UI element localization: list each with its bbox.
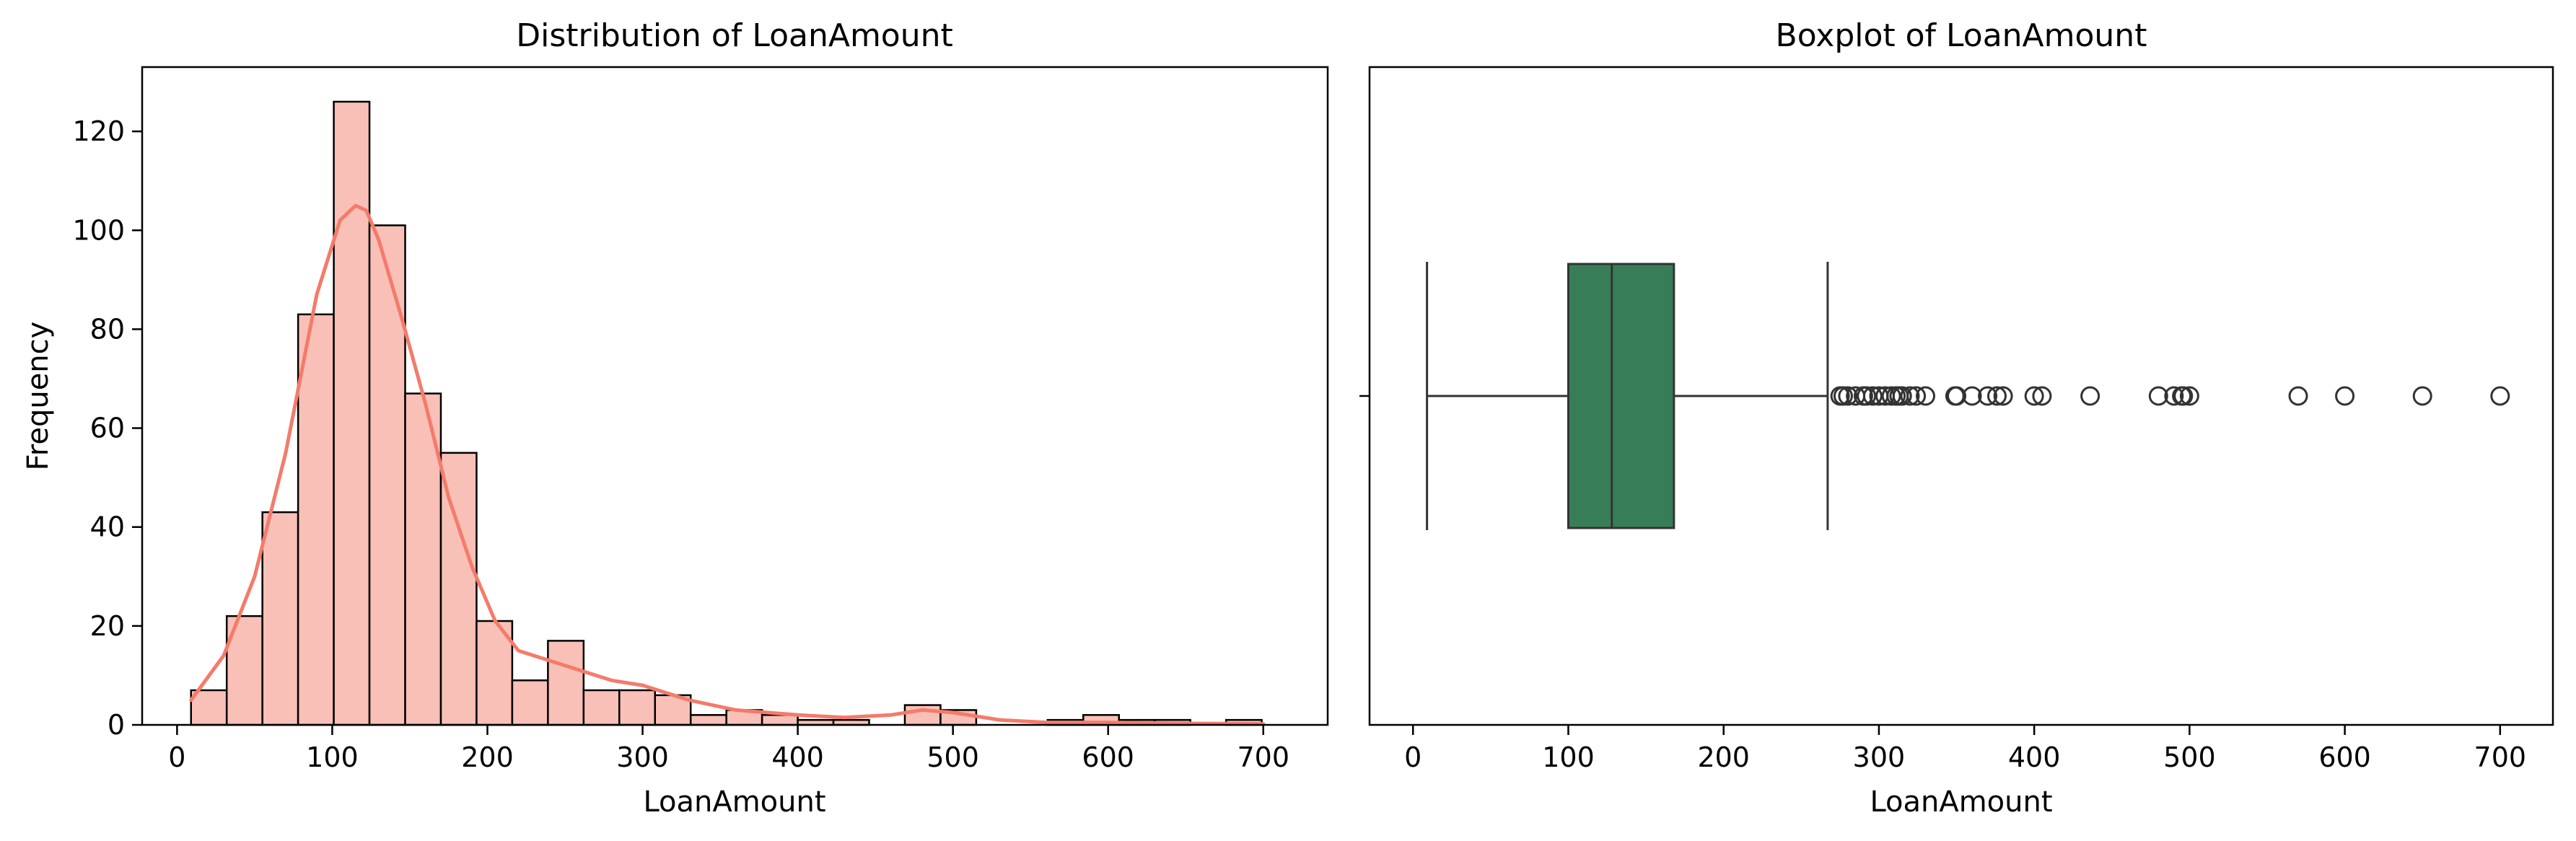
boxplot-box bbox=[1567, 263, 1675, 529]
histogram-y-tick-label: 0 bbox=[108, 709, 125, 741]
boxplot-outlier-point bbox=[1947, 386, 1967, 406]
histogram-y-tick-label: 40 bbox=[90, 511, 125, 543]
histogram-bar bbox=[511, 679, 549, 726]
boxplot-panel: Boxplot of LoanAmount 0 100 200 300 400 500 60… bbox=[1359, 17, 2554, 819]
histogram-bar bbox=[761, 714, 799, 726]
boxplot-x-tick-label: 500 bbox=[2163, 741, 2216, 773]
histogram-bar bbox=[547, 640, 585, 726]
kde-line bbox=[189, 203, 1266, 726]
boxplot-outlier-point bbox=[1962, 386, 1982, 406]
boxplot-outlier-point bbox=[2412, 386, 2432, 406]
boxplot-outlier-point bbox=[1833, 386, 1853, 406]
boxplot-outlier-point bbox=[2288, 386, 2308, 406]
histogram-bar bbox=[439, 452, 478, 726]
boxplot-outlier-point bbox=[1906, 386, 1927, 406]
boxplot-outliers bbox=[1830, 386, 2510, 406]
histogram-x-tick-label: 700 bbox=[1237, 741, 1289, 773]
boxplot-outlier-point bbox=[2490, 386, 2510, 406]
histogram-y-tick-label: 100 bbox=[72, 214, 125, 246]
boxplot-outlier-point bbox=[1915, 386, 1935, 406]
boxplot-x-tick-label: 600 bbox=[2318, 741, 2371, 773]
boxplot-outlier-point bbox=[1978, 386, 1998, 406]
histogram-bar bbox=[903, 704, 942, 726]
histogram-x-tick-label: 600 bbox=[1082, 741, 1134, 773]
boxplot-x-tick-label: 400 bbox=[2008, 741, 2061, 773]
histogram-bar bbox=[368, 224, 406, 726]
boxplot-x-tick-label: 200 bbox=[1697, 741, 1750, 773]
boxplot-x-ticks: 0 100 200 300 400 500 600 700 bbox=[1404, 725, 2526, 773]
boxplot-outlier-point bbox=[1838, 386, 1858, 406]
boxplot-outlier-point bbox=[1993, 386, 2013, 406]
boxplot-x-tick-label: 300 bbox=[1853, 741, 1906, 773]
histogram-x-tick-label: 100 bbox=[306, 741, 359, 773]
histogram-bar bbox=[297, 313, 335, 726]
boxplot-outlier-point bbox=[1857, 386, 1877, 406]
boxplot-outlier-point bbox=[1881, 386, 1901, 406]
histogram-bar bbox=[261, 511, 299, 726]
histogram-x-tick-label: 300 bbox=[616, 741, 669, 773]
histogram-y-tick-label: 60 bbox=[90, 413, 125, 444]
histogram-y-ticks: 0 20 40 60 80 100 120 bbox=[72, 115, 142, 741]
histogram-x-axis-label: LoanAmount bbox=[643, 785, 825, 819]
boxplot-outlier-point bbox=[2173, 386, 2194, 406]
histogram-x-tick-label: 400 bbox=[771, 741, 824, 773]
boxplot-outlier-point bbox=[2080, 386, 2100, 406]
boxplot-outlier-point bbox=[2335, 386, 2355, 406]
boxplot-outlier-point bbox=[1900, 386, 1920, 406]
histogram-y-tick-label: 120 bbox=[72, 115, 125, 147]
boxplot-outlier-point bbox=[1987, 386, 2007, 406]
histogram-title: Distribution of LoanAmount bbox=[516, 17, 953, 54]
histogram-x-tick-label: 500 bbox=[926, 741, 979, 773]
histogram-bar bbox=[333, 100, 371, 726]
boxplot-x-axis-label: LoanAmount bbox=[1870, 785, 2052, 819]
histogram-y-axis-label: Frequency bbox=[22, 322, 55, 471]
boxplot-x-tick-label: 100 bbox=[1542, 741, 1595, 773]
boxplot-outlier-point bbox=[2164, 386, 2184, 406]
boxplot-outlier-point bbox=[1892, 386, 1912, 406]
boxplot-elements bbox=[1426, 262, 1829, 530]
histogram-x-tick-label: 200 bbox=[461, 741, 514, 773]
histogram-x-ticks: 0 100 200 300 400 500 600 700 bbox=[168, 725, 1289, 773]
boxplot-x-tick-label: 700 bbox=[2474, 741, 2527, 773]
boxplot-outlier-point bbox=[2148, 386, 2168, 406]
histogram-y-tick-label: 20 bbox=[90, 610, 125, 642]
boxplot-outlier-point bbox=[2032, 386, 2052, 406]
boxplot-outlier-point bbox=[1862, 386, 1883, 406]
boxplot-title: Boxplot of LoanAmount bbox=[1776, 17, 2147, 54]
histogram-y-tick-label: 80 bbox=[90, 313, 125, 345]
boxplot-outlier-point bbox=[2179, 386, 2199, 406]
histogram-plot-frame bbox=[141, 66, 1329, 726]
histogram-bars bbox=[190, 100, 1263, 726]
histogram-bar bbox=[582, 689, 621, 726]
histogram-bar bbox=[618, 689, 656, 726]
boxplot-outlier-point bbox=[2024, 386, 2044, 406]
boxplot-x-tick-label: 0 bbox=[1404, 741, 1421, 773]
histogram-panel: Distribution of LoanAmount 0 100 200 300 400… bbox=[22, 17, 1329, 819]
histogram-x-tick-label: 0 bbox=[168, 741, 185, 773]
histogram-bar bbox=[689, 714, 727, 726]
